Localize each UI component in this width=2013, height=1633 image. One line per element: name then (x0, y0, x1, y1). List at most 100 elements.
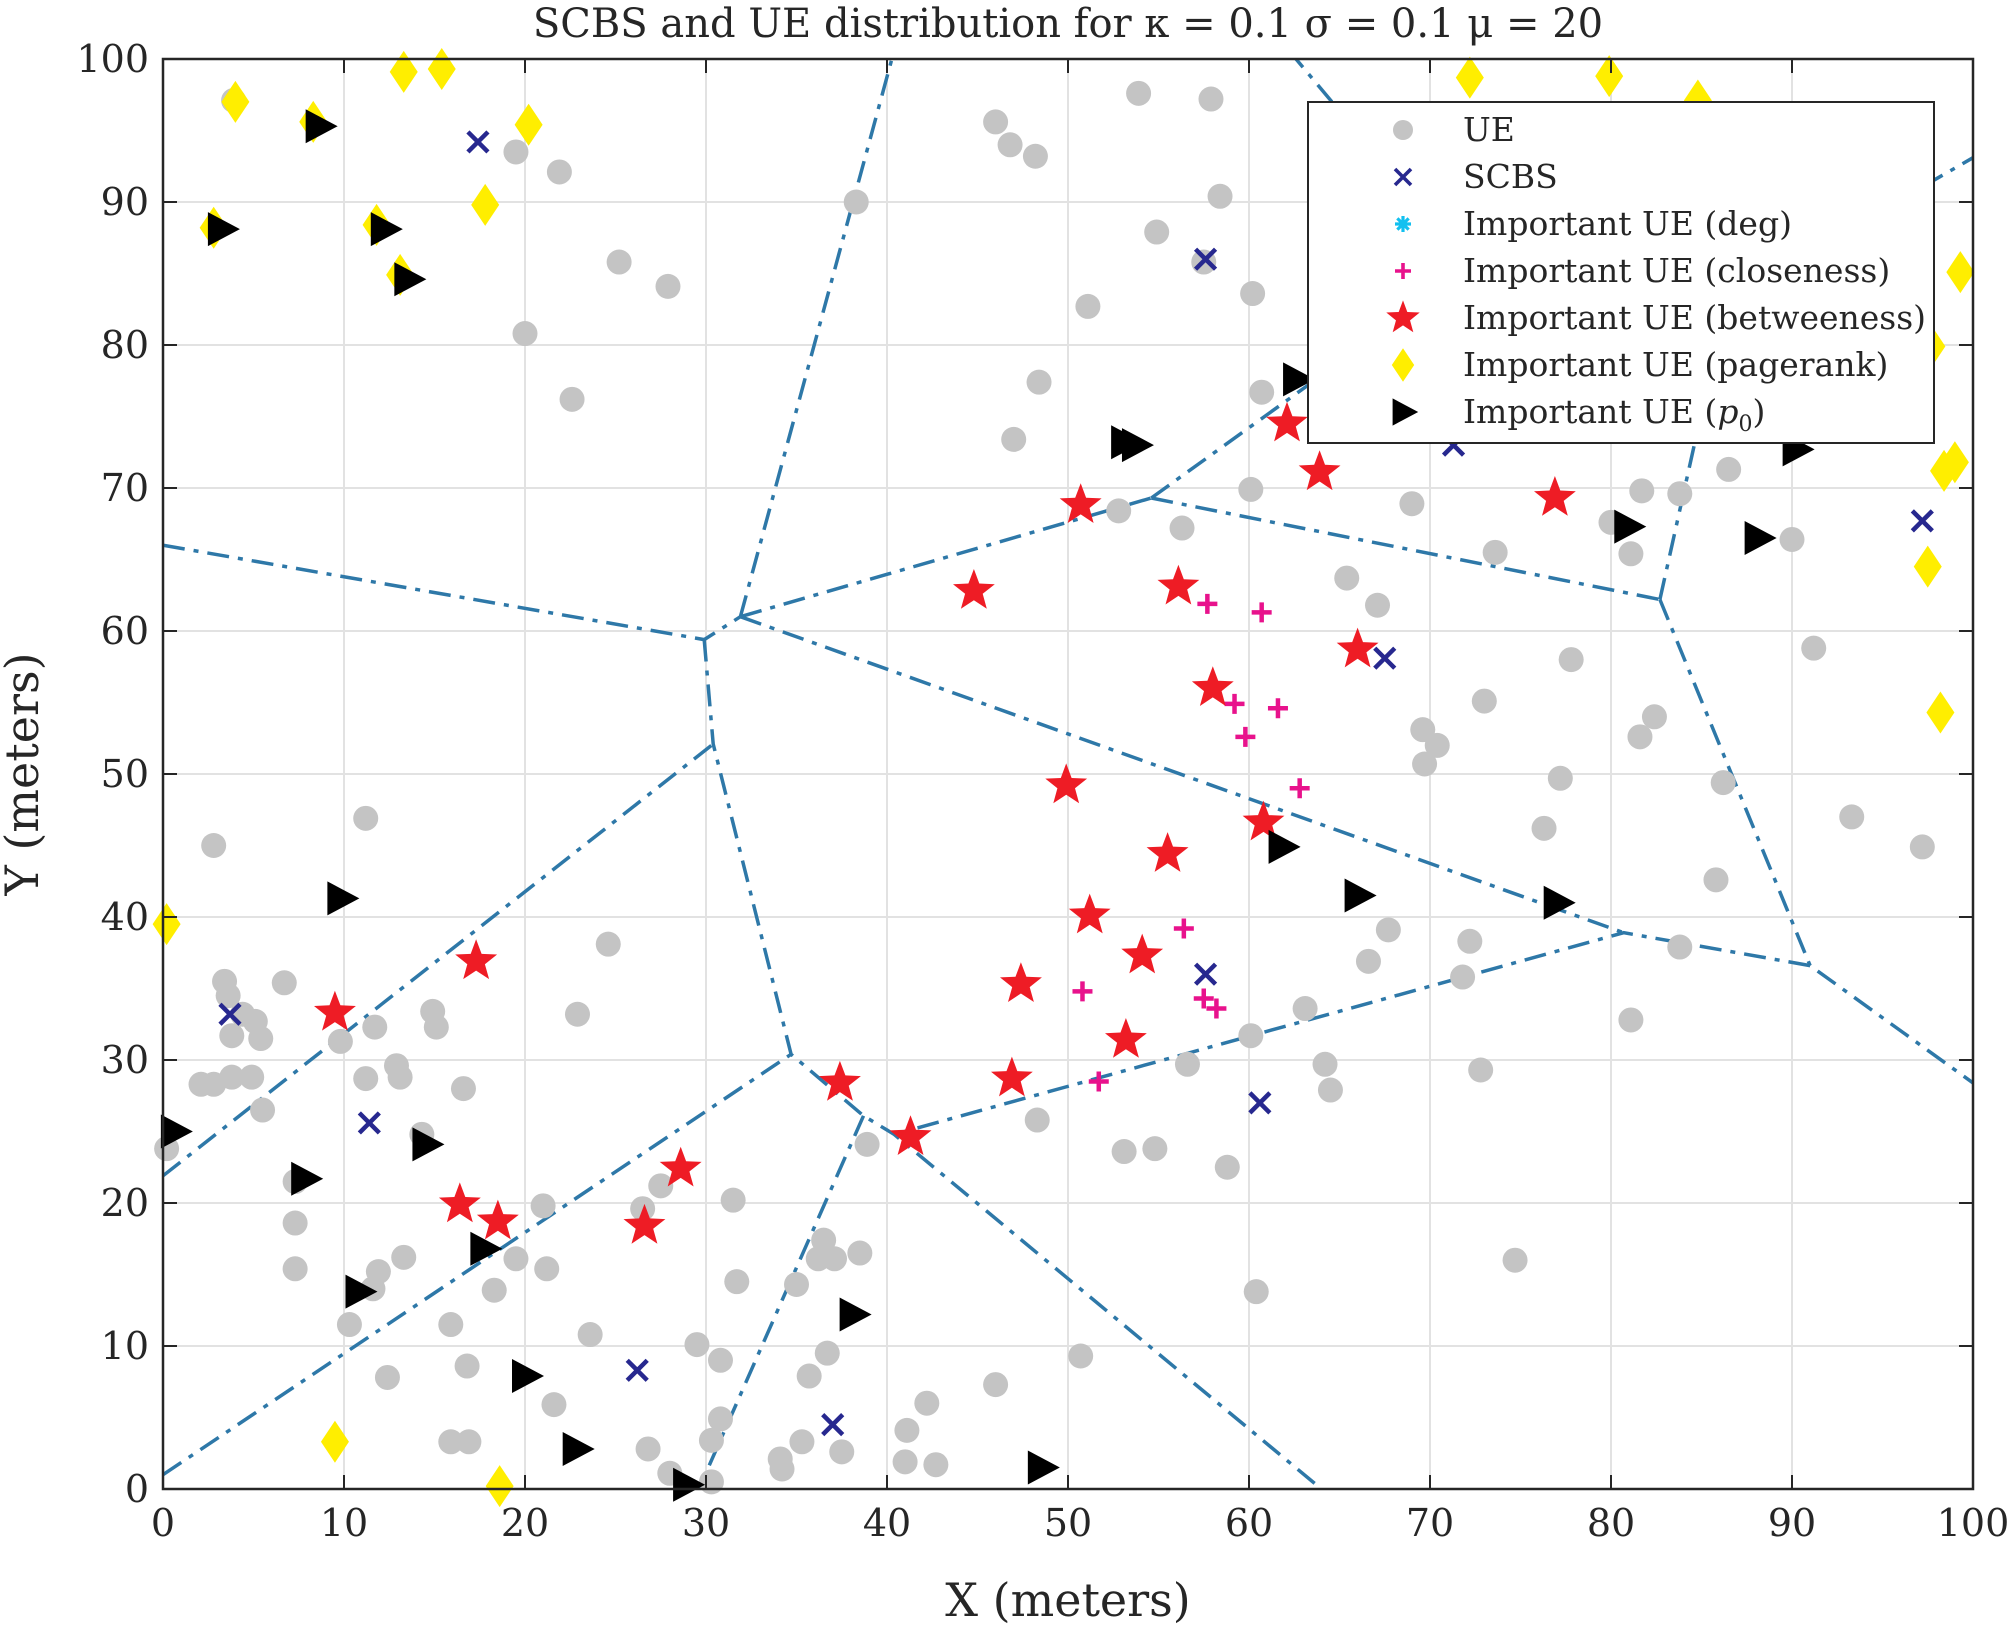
data-point-circle (769, 1456, 795, 1482)
y-tick-label: 30 (101, 1038, 149, 1082)
data-point-circle (1001, 426, 1027, 452)
data-point-circle (362, 1014, 388, 1040)
data-point-circle (1214, 1154, 1240, 1180)
data-point-circle (892, 1449, 918, 1475)
data-point-plus (1267, 698, 1288, 719)
data-point-x (821, 1413, 845, 1437)
data-point-circle (1909, 834, 1935, 860)
data-point-x (625, 1358, 649, 1382)
data-point-triangle-right (305, 109, 338, 144)
data-point-triangle-right (1121, 428, 1154, 463)
data-point-circle (503, 139, 529, 165)
data-point-star (991, 1056, 1033, 1097)
data-point-circle (684, 1332, 710, 1358)
data-point-star (1000, 962, 1042, 1002)
data-point-star (1157, 564, 1200, 605)
data-point-circle (282, 1256, 308, 1282)
data-point-circle (503, 1246, 529, 1272)
legend-label: SCBS (1463, 157, 1558, 196)
data-point-circle (1106, 498, 1132, 524)
data-point-circle (1531, 815, 1557, 841)
data-point-circle (1365, 592, 1391, 618)
data-point-circle (530, 1193, 556, 1219)
data-point-circle (1450, 964, 1476, 990)
data-point-circle (894, 1417, 920, 1443)
data-point-circle (698, 1469, 724, 1495)
x-tick-label: 90 (1768, 1501, 1816, 1545)
data-point-circle (1024, 1107, 1050, 1133)
y-tick-label: 70 (101, 466, 149, 510)
data-point-circle (814, 1340, 840, 1366)
data-point-circle (829, 1439, 855, 1465)
data-point-diamond (221, 80, 250, 123)
voronoi-edge (738, 59, 894, 618)
data-point-star (623, 1203, 666, 1244)
data-point-star (1242, 800, 1285, 841)
data-point-plus (1206, 998, 1227, 1019)
y-tick-label: 90 (101, 180, 149, 224)
data-point-circle (1068, 1343, 1094, 1369)
data-point-circle (635, 1436, 661, 1462)
data-point-circle (336, 1312, 362, 1338)
y-tick-label: 80 (101, 323, 149, 367)
data-point-triangle-right (160, 1114, 193, 1149)
data-point-plus (1173, 918, 1194, 939)
data-point-circle (724, 1269, 750, 1295)
data-point-diamond (514, 103, 543, 146)
series-triangle-right (160, 109, 1815, 1502)
legend-label: Important UE (deg) (1463, 204, 1792, 243)
data-point-circle (1174, 1051, 1200, 1077)
data-point-circle (546, 159, 572, 185)
data-point-triangle-right (1614, 509, 1647, 544)
data-point-circle (534, 1256, 560, 1282)
data-point-triangle-right (1543, 885, 1576, 920)
data-point-triangle-right (470, 1231, 503, 1266)
data-point-circle (271, 970, 297, 996)
data-point-plus (1235, 726, 1256, 747)
data-point-circle (1075, 293, 1101, 319)
data-point-circle (606, 249, 632, 275)
data-point-circle (1667, 934, 1693, 960)
data-point-circle (1482, 539, 1508, 565)
data-point-circle (450, 1076, 476, 1102)
legend-marker-asterisk (1394, 216, 1411, 233)
data-point-circle (707, 1347, 733, 1373)
data-point-triangle-right (207, 212, 240, 247)
data-point-circle (1317, 1077, 1343, 1103)
data-point-x (218, 1002, 242, 1026)
data-point-triangle-right (394, 262, 427, 297)
data-point-diamond (320, 1420, 349, 1463)
legend-label: Important UE (pagerank) (1463, 345, 1888, 384)
legend: UE SCBS Important UE (deg) Important UE (cl… (1307, 101, 1935, 444)
data-point-circle (559, 386, 585, 412)
data-point-circle (481, 1277, 507, 1303)
data-point-circle (541, 1392, 567, 1418)
series-star (314, 401, 1576, 1244)
legend-marker-x (1393, 167, 1413, 187)
data-point-triangle-right (562, 1431, 595, 1466)
data-point-circle (1026, 369, 1052, 395)
data-point-circle (1471, 688, 1497, 714)
data-point-circle (219, 1023, 245, 1049)
data-point-circle (1412, 751, 1438, 777)
data-point-circle (983, 1372, 1009, 1398)
data-point-circle (215, 983, 241, 1009)
data-point-star (953, 569, 995, 609)
data-point-triangle-right (412, 1127, 445, 1162)
data-point-circle (630, 1196, 656, 1222)
x-tick-label: 20 (501, 1501, 549, 1545)
data-point-circle (707, 1406, 733, 1432)
data-point-circle (327, 1028, 353, 1054)
data-point-diamond (389, 50, 418, 93)
legend-marker-diamond (1391, 348, 1415, 382)
legend-marker-plus (1394, 263, 1411, 280)
data-point-circle (923, 1452, 949, 1478)
data-point-circle (391, 1244, 417, 1270)
y-tick-label: 50 (101, 752, 149, 796)
legend-symbol (1393, 120, 1413, 140)
data-point-diamond (1913, 545, 1942, 588)
chart-title: SCBS and UE distribution for κ = 0.1 σ =… (533, 1, 1603, 47)
data-point-diamond (1595, 55, 1624, 98)
x-tick-label: 80 (1587, 1501, 1635, 1545)
